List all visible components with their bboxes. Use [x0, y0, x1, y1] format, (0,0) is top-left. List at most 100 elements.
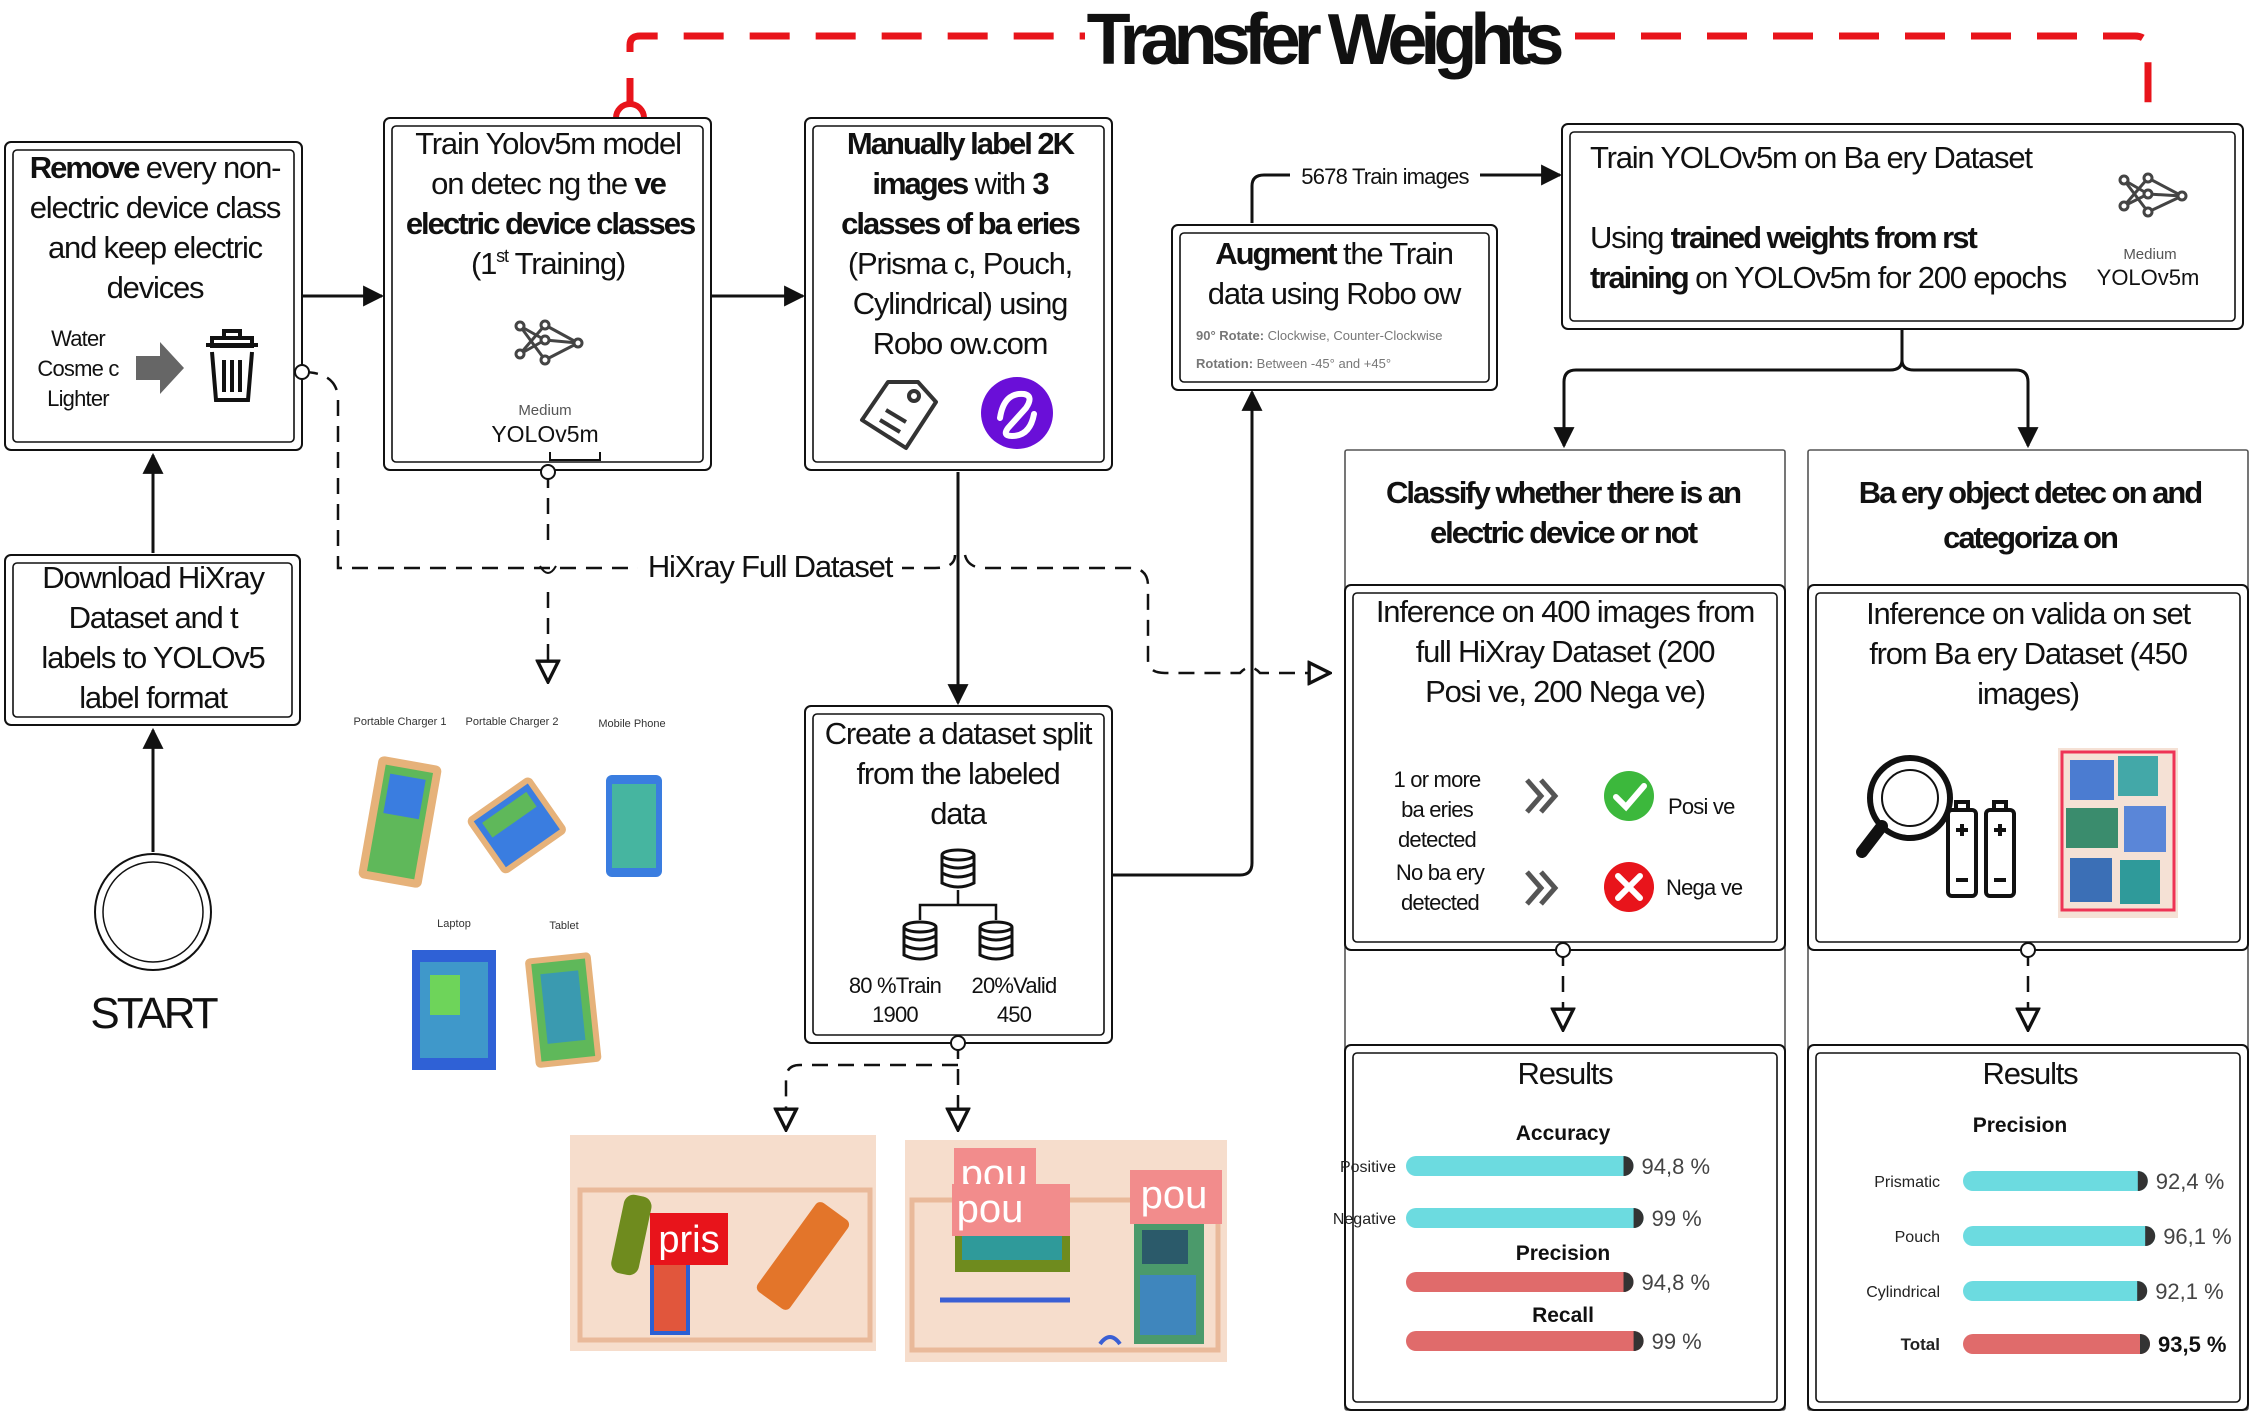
train1-line-1: Train Yolov5m model [415, 126, 681, 161]
precision-heading: Precision [1516, 1242, 1611, 1265]
start-node[interactable] [94, 853, 212, 971]
device-label-laptop: Laptop [437, 918, 471, 930]
right-bar-label: Pouch [1895, 1229, 1940, 1246]
classify-panel: Classify whether there is an electric de… [1333, 449, 1786, 1411]
right-bar-value: 92,4 % [2156, 1169, 2225, 1194]
split-train-label: 80 %Train [849, 973, 941, 998]
cross-icon [1604, 862, 1654, 912]
remove-item-lighter: Lighter [47, 386, 109, 411]
roboflow-logo-icon [981, 377, 1053, 449]
train2-model-size: Medium [2123, 246, 2176, 263]
neural-network-icon [2118, 172, 2188, 218]
device-label-tablet: Tablet [549, 920, 578, 932]
classify-inference-box[interactable]: Inference on 400 images from full HiXray… [1344, 584, 1786, 951]
double-chevron-right-icon [1525, 870, 1559, 906]
detect-inference-box[interactable]: Inference on valida on set from Ba ery D… [1807, 584, 2249, 951]
label-line-1: Manually label 2K [847, 126, 1076, 161]
split-valid-label: 20%Valid [972, 973, 1057, 998]
left-bar-row: 99 % [1406, 1329, 1702, 1354]
tag-pou-3: pou [1141, 1173, 1208, 1217]
remove-line-1: Remove every non- [30, 150, 281, 185]
right-bar-label: Prismatic [1874, 1174, 1940, 1191]
label-box[interactable]: Manually label 2K images with 3 classes … [804, 117, 1113, 471]
negative-label: Nega ve [1666, 875, 1743, 900]
rule1-line-2: ba eries [1401, 797, 1474, 822]
tag-pou-2: pou [957, 1187, 1024, 1231]
left-bar-row: Negative 99 % [1333, 1206, 1702, 1231]
split-line-1: Create a dataset split [825, 716, 1093, 751]
train2-line-1: Train YOLOv5m on Ba ery Dataset [1590, 140, 2033, 175]
classify-heading-1: Classify whether there is an [1386, 475, 1741, 510]
right-bar [1963, 1334, 2150, 1354]
train2-box[interactable]: Train YOLOv5m on Ba ery Dataset Using tr… [1561, 123, 2244, 330]
train1-line-4: (1st Training) [471, 246, 625, 281]
train2-line-3: training on YOLOv5m for 200 epochs [1590, 260, 2067, 295]
device-samples: Portable Charger 1 Portable Charger 2 Mo… [354, 716, 666, 1070]
remove-item-water: Water [51, 326, 105, 351]
database-train-icon [902, 920, 938, 961]
augment-rot90: 90° Rotate: Clockwise, Counter-Clockwise [1196, 328, 1443, 343]
tag-pris: pris [658, 1219, 719, 1261]
tag-icon [860, 380, 938, 450]
device-label-portable-charger-2: Portable Charger 2 [466, 716, 559, 728]
download-line-1: Download HiXray [42, 560, 265, 595]
split-line-3: data [930, 796, 987, 831]
left-bar-cap [1623, 1272, 1634, 1292]
recall-heading: Recall [1532, 1304, 1594, 1327]
left-bar-row: Positive 94,8 % [1340, 1154, 1710, 1179]
left-bar-value: 94,8 % [1642, 1154, 1711, 1179]
train1-model-name: YOLOv5m [491, 421, 598, 447]
augment-box[interactable]: Augment the Train data using Robo ow 90°… [1171, 224, 1498, 391]
results-left-box: Results Accuracy Precision Recall Positi… [1333, 1044, 1786, 1411]
right-bar-row: Prismatic 92,4 % [1874, 1169, 2224, 1194]
detect-inf-3: images) [1977, 676, 2079, 711]
train1-model-size: Medium [518, 402, 571, 419]
train1-box[interactable]: Train Yolov5m model on detec ng the ve e… [383, 117, 712, 471]
label-line-6: Robo ow.com [873, 326, 1048, 361]
augment-line-2: data using Robo ow [1208, 276, 1462, 311]
classify-inf-2: full HiXray Dataset (200 [1416, 634, 1716, 669]
rule2-line-1: No ba ery [1396, 860, 1485, 885]
train2-line-2: Using trained weights from rst [1590, 220, 1977, 255]
start-label: START [90, 989, 217, 1038]
right-bar-label: Total [1901, 1335, 1940, 1354]
right-bar [1963, 1171, 2148, 1191]
right-bar [1963, 1281, 2148, 1301]
trash-icon [206, 329, 258, 402]
start-node-inner [102, 861, 204, 963]
accuracy-heading: Accuracy [1516, 1122, 1611, 1145]
classify-heading-2: electric device or not [1430, 515, 1698, 550]
train1-line-2: on detec ng the ve [431, 166, 666, 201]
classify-inf-1: Inference on 400 images from [1376, 594, 1754, 629]
left-bar-row: 94,8 % [1406, 1270, 1710, 1295]
left-bar [1406, 1208, 1644, 1228]
split-train-count: 1900 [872, 1002, 918, 1027]
device-label-portable-charger-1: Portable Charger 1 [354, 716, 447, 728]
left-bar-value: 99 % [1652, 1329, 1702, 1354]
results-right-title: Results [1983, 1056, 2079, 1091]
split-box[interactable]: Create a dataset split from the labeled … [804, 705, 1113, 1044]
left-bar [1406, 1272, 1634, 1292]
download-line-3: labels to YOLOv5 [41, 640, 264, 675]
left-bar-value: 99 % [1652, 1206, 1702, 1231]
label-line-4: (Prisma c, Pouch, [848, 246, 1072, 281]
detect-heading-2: categoriza on [1943, 520, 2118, 555]
remove-box[interactable]: Remove every non- electric device class … [4, 141, 303, 451]
detect-heading-1: Ba ery object detec on and [1859, 475, 2202, 510]
left-bar [1406, 1156, 1634, 1176]
left-bar-label: Negative [1333, 1211, 1396, 1228]
right-bar-row: Cylindrical 92,1 % [1866, 1279, 2223, 1304]
augment-rotation: Rotation: Between -45° and +45° [1196, 356, 1391, 371]
download-box[interactable]: Download HiXray Dataset and t labels to … [4, 554, 301, 726]
label-line-5: Cylindrical) using [853, 286, 1067, 321]
positive-label: Posi ve [1668, 794, 1735, 819]
battery-icon [1946, 800, 2016, 898]
left-bar-cap [1623, 1156, 1634, 1176]
remove-line-2: electric device class [30, 190, 281, 225]
right-bar-label: Cylindrical [1866, 1284, 1940, 1301]
precision-heading-right: Precision [1973, 1114, 2068, 1137]
remove-line-4: devices [107, 270, 204, 305]
right-bar-value: 93,5 % [2158, 1332, 2227, 1357]
split-valid-count: 450 [997, 1002, 1032, 1027]
check-icon [1604, 771, 1654, 821]
